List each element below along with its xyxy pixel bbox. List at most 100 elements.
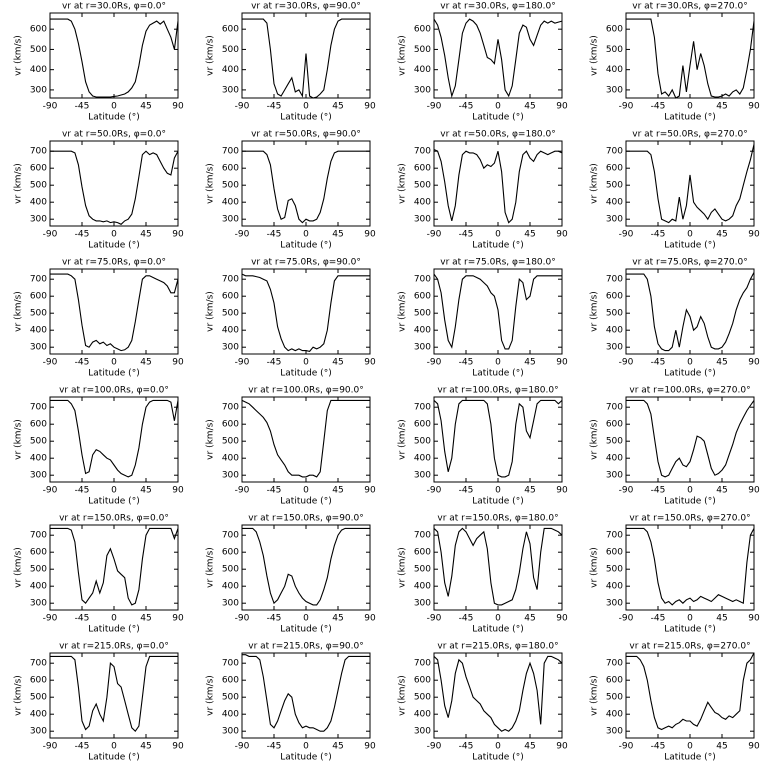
x-axis-label: Latitude (°) (280, 625, 331, 635)
y-tick-label: 300 (414, 727, 431, 737)
x-tick-label: 90 (364, 102, 376, 112)
y-tick-label: 500 (30, 437, 47, 447)
x-axis-label: Latitude (°) (664, 625, 715, 635)
x-tick-label: -45 (267, 230, 282, 240)
y-axis-label: vr (km/s) (590, 547, 600, 588)
x-tick-label: 90 (556, 358, 568, 368)
x-tick-label: 45 (332, 102, 343, 112)
x-tick-label: 45 (140, 358, 151, 368)
plot-frame (241, 268, 371, 355)
y-tick-label: 400 (30, 710, 47, 720)
y-tick-label: 400 (222, 65, 239, 75)
y-axis-label: vr (km/s) (590, 291, 600, 332)
x-tick-label: -45 (651, 102, 666, 112)
y-tick-label: 300 (606, 343, 623, 353)
x-tick-label: -90 (619, 486, 634, 496)
x-tick-label: -45 (459, 230, 474, 240)
x-tick-label: 45 (524, 486, 535, 496)
x-axis-label: Latitude (°) (280, 369, 331, 379)
y-tick-label: 300 (222, 471, 239, 481)
y-axis-label: vr (km/s) (398, 291, 408, 332)
y-tick-label: 400 (30, 65, 47, 75)
x-tick-label: -90 (235, 614, 250, 624)
x-tick-label: 45 (332, 486, 343, 496)
y-tick-label: 400 (606, 326, 623, 336)
x-tick-label: 0 (495, 230, 501, 240)
x-tick-label: -45 (267, 358, 282, 368)
y-tick-label: 600 (222, 164, 239, 174)
y-tick-label: 700 (222, 403, 239, 413)
y-tick-label: 500 (30, 565, 47, 575)
y-tick-label: 600 (606, 548, 623, 558)
y-tick-label: 500 (414, 45, 431, 55)
y-tick-label: 700 (222, 659, 239, 669)
y-tick-label: 300 (606, 471, 623, 481)
y-tick-label: 600 (222, 548, 239, 558)
y-tick-label: 300 (30, 343, 47, 353)
x-tick-label: 90 (364, 614, 376, 624)
panel-title: vr at r=100.0Rs, φ=180.0° (437, 386, 558, 396)
y-tick-label: 400 (606, 454, 623, 464)
y-axis-label: vr (km/s) (14, 419, 24, 460)
x-tick-label: -45 (651, 486, 666, 496)
x-tick-label: -90 (427, 742, 442, 752)
y-tick-label: 400 (414, 65, 431, 75)
y-tick-label: 700 (414, 275, 431, 285)
y-tick-label: 300 (606, 727, 623, 737)
x-tick-label: 45 (524, 614, 535, 624)
x-tick-label: 45 (140, 614, 151, 624)
y-tick-label: 600 (414, 164, 431, 174)
x-tick-label: -45 (651, 614, 666, 624)
x-tick-label: 45 (332, 230, 343, 240)
x-axis-label: Latitude (°) (280, 753, 331, 763)
plot-frame (625, 140, 755, 227)
panel-title: vr at r=215.0Rs, φ=90.0° (248, 642, 363, 652)
plot-frame (49, 268, 179, 355)
data-line (242, 150, 370, 224)
x-tick-label: 45 (524, 230, 535, 240)
x-tick-label: 45 (524, 742, 535, 752)
x-axis-label: Latitude (°) (472, 369, 523, 379)
x-axis-label: Latitude (°) (88, 625, 139, 635)
x-tick-label: 0 (687, 742, 693, 752)
x-tick-label: -90 (235, 358, 250, 368)
y-tick-label: 400 (606, 710, 623, 720)
x-tick-label: 45 (716, 742, 727, 752)
y-tick-label: 400 (414, 326, 431, 336)
x-tick-label: -90 (235, 102, 250, 112)
y-axis-label: vr (km/s) (206, 291, 216, 332)
panel-title: vr at r=50.0Rs, φ=0.0° (62, 130, 166, 140)
y-tick-label: 500 (606, 45, 623, 55)
x-tick-label: 45 (524, 358, 535, 368)
panel-title: vr at r=30.0Rs, φ=270.0° (632, 2, 747, 12)
x-axis-label: Latitude (°) (280, 113, 331, 123)
panel-title: vr at r=150.0Rs, φ=90.0° (248, 514, 363, 524)
data-line (433, 655, 563, 732)
y-tick-label: 500 (30, 693, 47, 703)
y-tick-label: 600 (606, 676, 623, 686)
x-axis-label: Latitude (°) (664, 113, 715, 123)
x-tick-label: 90 (556, 102, 568, 112)
y-axis-label: vr (km/s) (398, 675, 408, 716)
y-tick-label: 600 (30, 676, 47, 686)
x-tick-label: 90 (748, 358, 760, 368)
y-tick-label: 500 (222, 181, 239, 191)
y-axis-label: vr (km/s) (206, 547, 216, 588)
x-tick-label: 90 (172, 614, 184, 624)
data-line (626, 652, 755, 731)
y-tick-label: 700 (414, 531, 431, 541)
x-tick-label: 0 (111, 486, 117, 496)
x-tick-label: -90 (43, 614, 58, 624)
y-tick-label: 300 (30, 599, 47, 609)
y-tick-label: 400 (30, 326, 47, 336)
x-tick-label: 90 (172, 102, 184, 112)
plot-frame (49, 12, 179, 99)
x-tick-label: 0 (303, 486, 309, 496)
x-tick-label: 90 (748, 486, 760, 496)
x-tick-label: 45 (716, 102, 727, 112)
y-tick-label: 600 (606, 292, 623, 302)
x-tick-label: -90 (619, 742, 634, 752)
y-tick-label: 500 (30, 181, 47, 191)
y-axis-label: vr (km/s) (14, 675, 24, 716)
